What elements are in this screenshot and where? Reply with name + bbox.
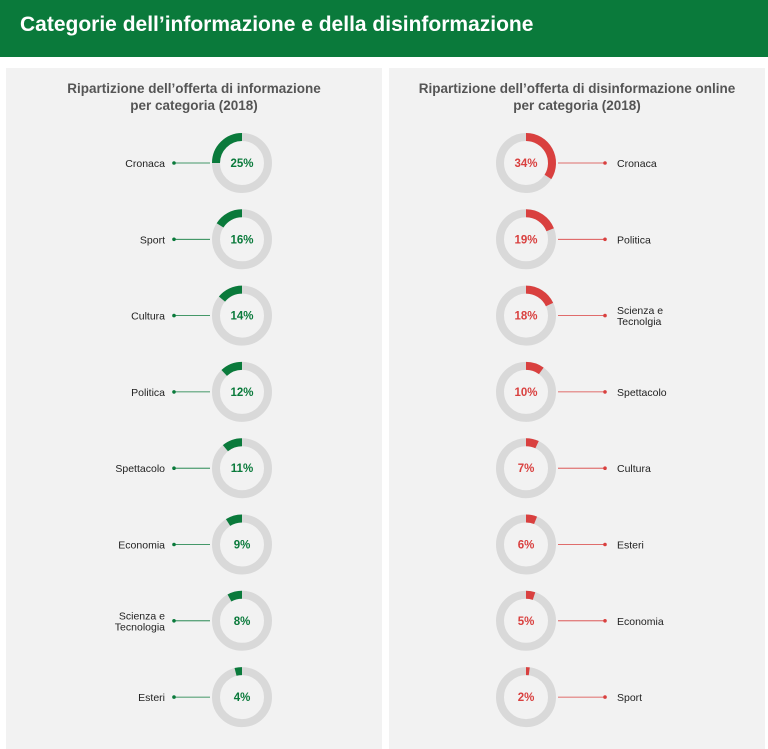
percentage-label: 4% <box>234 692 251 704</box>
connector-dot <box>172 161 176 165</box>
chart-title-line: per categoria (2018) <box>513 98 641 113</box>
donut-segment <box>525 361 544 375</box>
header-bar: Categorie dell’informazione e della disi… <box>0 0 768 57</box>
category-label: Cronaca <box>125 158 165 170</box>
panel-disinformation: Ripartizione dell’offerta di disinformaz… <box>389 68 765 749</box>
connector-dot <box>603 695 607 699</box>
connector-dot <box>603 237 607 242</box>
percentage-label: 5% <box>518 616 535 628</box>
donut-segment <box>525 209 554 232</box>
chart-title-line: Ripartizione dell’offerta di disinformaz… <box>418 81 736 96</box>
category-label: Cultura <box>617 463 651 475</box>
percentage-label: 19% <box>514 234 537 246</box>
donut-segment <box>221 361 243 377</box>
connector-dot <box>603 313 607 318</box>
percentage-label: 6% <box>518 540 535 552</box>
donut-segment <box>212 133 243 164</box>
connector-dot <box>172 237 176 242</box>
percentage-label: 11% <box>231 463 253 475</box>
percentage-label: 10% <box>514 387 537 399</box>
category-label: Economia <box>118 540 165 552</box>
connector-dot <box>172 390 176 394</box>
percentage-label: 7% <box>518 463 535 475</box>
donut-segment <box>525 514 538 525</box>
category-label: Sport <box>140 234 165 246</box>
percentage-label: 2% <box>518 692 535 704</box>
connector-dot <box>172 313 176 318</box>
chart-title-line: per categoria (2018) <box>130 98 258 113</box>
donut-segment <box>525 438 539 449</box>
category-label: Sport <box>617 692 642 704</box>
connector-dot <box>603 466 607 471</box>
donut-segment <box>225 514 243 527</box>
donut-segment <box>218 285 243 302</box>
connector-dot <box>172 619 176 623</box>
category-label: Cultura <box>131 311 165 323</box>
category-label: Scienza e Tecnolgia <box>617 305 663 328</box>
connector-dot <box>603 619 607 623</box>
connector-dot <box>603 542 607 547</box>
percentage-label: 8% <box>234 616 251 628</box>
donut-segment <box>525 285 554 307</box>
category-label: Politica <box>617 234 651 246</box>
donut-segment <box>227 590 243 602</box>
donut-segment <box>222 438 243 452</box>
donut-segment <box>234 667 243 676</box>
category-label: Spettacolo <box>115 463 165 475</box>
percentage-label: 18% <box>514 311 537 323</box>
category-label: Cronaca <box>617 158 657 170</box>
donut-chart-disinformation: 34% Cronaca 19% Politica 18% Scienza e Tecnolg… <box>496 133 667 728</box>
category-label: Politica <box>131 387 165 399</box>
panel-information: Ripartizione dell’offerta di informazion… <box>6 68 382 749</box>
connector-dot <box>172 542 176 547</box>
percentage-label: 34% <box>514 158 537 170</box>
donut-segment <box>525 133 556 180</box>
connector-dot <box>603 390 607 394</box>
percentage-label: 9% <box>234 540 251 552</box>
percentage-label: 25% <box>230 158 253 170</box>
category-label: Esteri <box>138 692 165 704</box>
page-title: Categorie dell’informazione e della disi… <box>20 13 534 36</box>
donut-segment <box>216 209 243 228</box>
percentage-label: 12% <box>230 387 253 399</box>
chart-title-information: Ripartizione dell’offerta di informazion… <box>6 80 382 114</box>
connector-dot <box>172 695 176 699</box>
category-label: Spettacolo <box>617 387 667 399</box>
category-label: Economia <box>617 616 664 628</box>
connector-dot <box>172 466 176 471</box>
donut-chart-information: 25% Cronaca 16% Sport 14% Cultura 12% Politica 1… <box>115 133 272 728</box>
chart-title-line: Ripartizione dell’offerta di informazion… <box>67 81 321 96</box>
percentage-label: 14% <box>230 311 253 323</box>
category-label: Scienza e Tecnologia <box>115 610 165 633</box>
percentage-label: 16% <box>230 234 253 246</box>
connector-dot <box>603 161 607 165</box>
donut-segment <box>525 590 536 600</box>
category-label: Esteri <box>617 540 644 552</box>
chart-title-disinformation: Ripartizione dell’offerta di disinformaz… <box>389 80 765 114</box>
